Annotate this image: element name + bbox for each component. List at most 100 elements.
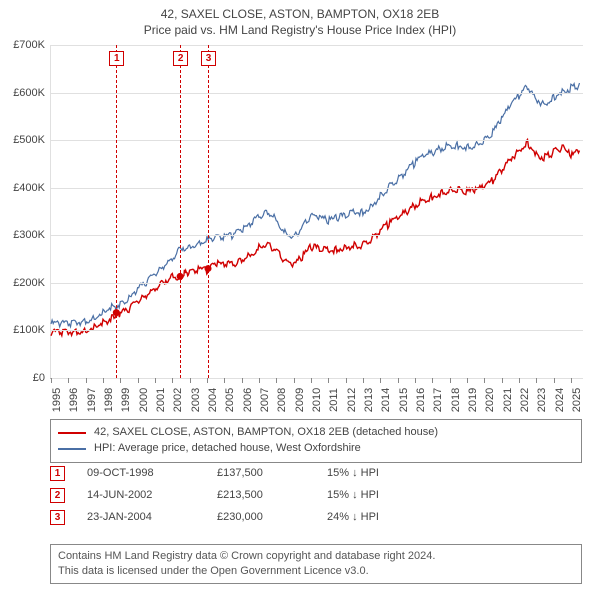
x-tick [432,378,433,383]
sale-row: 2 14-JUN-2002£213,50015% ↓ HPI [50,484,582,506]
x-axis-label: 1995 [51,388,63,412]
sale-marker: 1 [50,466,65,481]
event-guideline [180,45,181,378]
event-marker: 3 [201,51,216,66]
title-line1: 42, SAXEL CLOSE, ASTON, BAMPTON, OX18 2E… [0,6,600,22]
series-line [51,140,580,336]
attribution-line1: Contains HM Land Registry data © Crown c… [58,549,574,564]
x-axis-label: 2005 [224,388,236,412]
x-tick [86,378,87,383]
x-tick [311,378,312,383]
series-line [51,83,580,327]
gridline [51,93,583,94]
x-tick [398,378,399,383]
x-tick [502,378,503,383]
x-axis-label: 2019 [467,388,479,412]
sale-price: £230,000 [217,511,327,523]
x-tick [103,378,104,383]
sale-date: 14-JUN-2002 [87,489,217,501]
x-axis-label: 2008 [276,388,288,412]
x-tick [363,378,364,383]
x-tick [207,378,208,383]
x-axis-label: 2001 [155,388,167,412]
gridline [51,45,583,46]
sale-diff: 15% ↓ HPI [327,489,582,501]
x-tick [172,378,173,383]
x-tick [571,378,572,383]
y-axis-label: £100K [3,324,45,336]
sale-price: £137,500 [217,467,327,479]
x-tick [536,378,537,383]
y-axis-label: £600K [3,87,45,99]
sale-row: 3 23-JAN-2004£230,00024% ↓ HPI [50,506,582,528]
x-axis-label: 1998 [103,388,115,412]
x-tick [415,378,416,383]
x-axis-label: 2016 [415,388,427,412]
event-guideline [116,45,117,378]
x-axis-label: 2000 [138,388,150,412]
event-marker: 1 [109,51,124,66]
x-axis-label: 2012 [346,388,358,412]
x-tick [51,378,52,383]
x-tick [346,378,347,383]
sales-table: 1 09-OCT-1998£137,50015% ↓ HPI 2 14-JUN-200… [50,462,582,528]
sale-marker: 2 [50,488,65,503]
x-axis-label: 2015 [398,388,410,412]
x-tick [68,378,69,383]
gridline [51,378,583,379]
legend-label: 42, SAXEL CLOSE, ASTON, BAMPTON, OX18 2E… [94,425,438,441]
x-tick [328,378,329,383]
legend-item: 42, SAXEL CLOSE, ASTON, BAMPTON, OX18 2E… [58,425,574,441]
x-axis-label: 2017 [432,388,444,412]
x-axis-label: 2024 [554,388,566,412]
x-tick [484,378,485,383]
x-axis-label: 2002 [172,388,184,412]
x-axis-label: 2009 [294,388,306,412]
sale-diff: 24% ↓ HPI [327,511,582,523]
y-axis-label: £200K [3,277,45,289]
legend-label: HPI: Average price, detached house, West… [94,441,361,457]
x-tick [276,378,277,383]
x-axis-label: 1996 [68,388,80,412]
event-guideline [208,45,209,378]
attribution-line2: This data is licensed under the Open Gov… [58,564,574,579]
title-line2: Price paid vs. HM Land Registry's House … [0,22,600,38]
attribution-box: Contains HM Land Registry data © Crown c… [50,544,582,584]
gridline [51,283,583,284]
x-tick [467,378,468,383]
sale-marker: 3 [50,510,65,525]
x-axis-label: 2020 [484,388,496,412]
gridline [51,235,583,236]
y-axis-label: £400K [3,182,45,194]
x-axis-label: 2021 [502,388,514,412]
x-tick [380,378,381,383]
y-axis-label: £0 [3,372,45,384]
legend-swatch [58,448,86,450]
legend-box: 42, SAXEL CLOSE, ASTON, BAMPTON, OX18 2E… [50,419,582,463]
x-axis-label: 2004 [207,388,219,412]
x-tick [242,378,243,383]
gridline [51,330,583,331]
event-marker: 2 [173,51,188,66]
sale-price: £213,500 [217,489,327,501]
x-tick [554,378,555,383]
legend-swatch [58,432,86,434]
gridline [51,188,583,189]
sale-row: 1 09-OCT-1998£137,50015% ↓ HPI [50,462,582,484]
x-axis-label: 2014 [380,388,392,412]
sale-diff: 15% ↓ HPI [327,467,582,479]
x-axis-label: 2022 [519,388,531,412]
sale-date: 09-OCT-1998 [87,467,217,479]
x-axis-label: 2003 [190,388,202,412]
x-axis-label: 2023 [536,388,548,412]
x-tick [138,378,139,383]
y-axis-label: £500K [3,134,45,146]
chart-title: 42, SAXEL CLOSE, ASTON, BAMPTON, OX18 2E… [0,6,600,38]
x-tick [259,378,260,383]
x-axis-label: 2006 [242,388,254,412]
sale-date: 23-JAN-2004 [87,511,217,523]
x-tick [224,378,225,383]
chart-svg [51,45,583,378]
x-axis-label: 2010 [311,388,323,412]
y-axis-label: £300K [3,229,45,241]
